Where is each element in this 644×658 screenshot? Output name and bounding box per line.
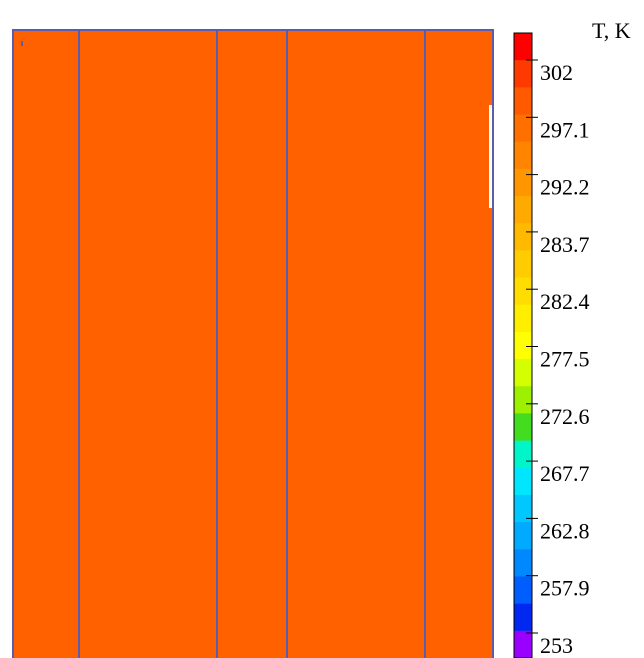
colorbar-frame <box>513 32 533 658</box>
colorbar-segment <box>514 467 532 496</box>
colorbar-tick-label: 257.9 <box>540 576 590 601</box>
colorbar-segment <box>514 413 532 442</box>
colorbar-tick-label: 297.1 <box>540 117 590 142</box>
colorbar-segment <box>514 114 532 143</box>
colorbar-segment <box>514 359 532 387</box>
temperature-field <box>12 29 497 658</box>
colorbar-segment <box>514 440 532 469</box>
colorbar-tick-label: 267.7 <box>540 461 590 486</box>
colorbar: 302 297.1 292.2 283.7 282.4 277.5 272.6 267.7 26… <box>513 32 590 658</box>
colorbar-segment <box>514 522 532 550</box>
field-fill <box>13 30 493 658</box>
colorbar-segment <box>514 33 532 61</box>
colorbar-segment <box>514 168 532 197</box>
colorbar-tick-label: 253 <box>540 633 573 658</box>
colorbar-tick-label: 302 <box>540 60 573 85</box>
colorbar-tick-label: 272.6 <box>540 404 590 429</box>
colorbar-segment <box>514 277 532 306</box>
colorbar-segment <box>514 304 532 333</box>
colorbar-segment <box>514 576 532 605</box>
colorbar-segment <box>514 60 532 88</box>
colorbar-segment <box>514 603 532 632</box>
colorbar-tick-label: 277.5 <box>540 347 590 372</box>
colorbar-segment <box>514 549 532 578</box>
colorbar-segment <box>514 386 532 415</box>
colorbar-tick-label: 262.8 <box>540 518 590 543</box>
colorbar-segment <box>514 494 532 523</box>
colorbar-segment <box>514 630 532 658</box>
colorbar-segment <box>514 223 532 251</box>
colorbar-tick-label: 292.2 <box>540 175 590 200</box>
colorbar-segment <box>514 250 532 279</box>
colorbar-segment <box>514 141 532 170</box>
field-border <box>12 29 494 658</box>
colorbar-unit-label: T, K <box>592 18 631 43</box>
colorbar-tick-label: 282.4 <box>540 289 590 314</box>
colorbar-segment <box>514 331 532 360</box>
colorbar-segment <box>514 196 532 224</box>
colorbar-segment <box>514 87 532 116</box>
colorbar-tick-label: 283.7 <box>540 232 590 257</box>
